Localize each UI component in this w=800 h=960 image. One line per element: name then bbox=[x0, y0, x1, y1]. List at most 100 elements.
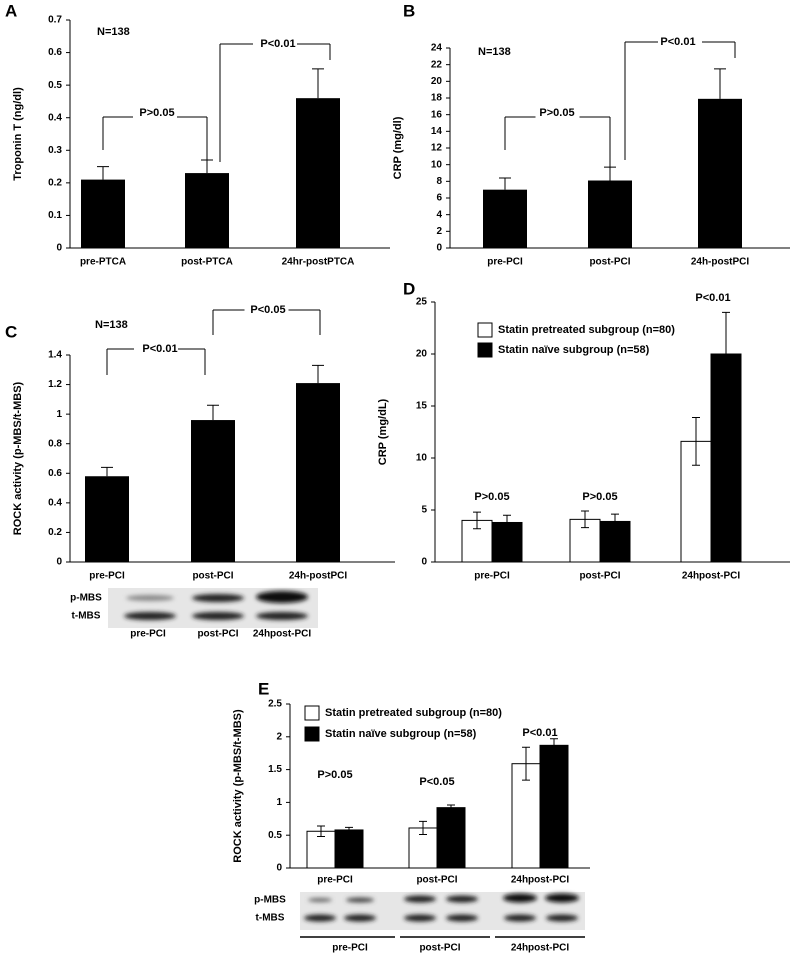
blot-lane-label: 24hpost-PCI bbox=[511, 943, 570, 954]
bar bbox=[511, 763, 541, 869]
y-tick-label: 0.1 bbox=[48, 210, 62, 221]
y-tick-label: 6 bbox=[436, 193, 442, 204]
y-axis-label: CRP (mg/dL) bbox=[377, 398, 389, 465]
error-bar bbox=[97, 166, 109, 180]
bar bbox=[296, 383, 340, 562]
y-tick-label: 0.4 bbox=[48, 497, 62, 508]
y-tick-label: 0.2 bbox=[48, 177, 62, 188]
blot-lane-label: post-PCI bbox=[419, 943, 460, 954]
y-tick-label: 1 bbox=[56, 409, 62, 420]
blot-bands bbox=[304, 893, 579, 922]
bar bbox=[191, 420, 235, 562]
legend-label: Statin naïve subgroup (n=58) bbox=[498, 344, 650, 356]
y-tick-label: 1 bbox=[276, 797, 282, 808]
legend-swatch bbox=[477, 342, 493, 358]
panel-letter: A bbox=[5, 1, 17, 20]
legend-label: Statin pretreated subgroup (n=80) bbox=[498, 324, 675, 336]
annotation: P<0.01 bbox=[260, 38, 295, 50]
y-tick-label: 0.7 bbox=[48, 15, 62, 26]
x-tick-label: pre-PTCA bbox=[80, 257, 126, 268]
annotation: N=138 bbox=[97, 26, 130, 38]
bar bbox=[185, 173, 229, 248]
x-tick-label: post-PCI bbox=[589, 257, 630, 268]
y-tick-label: 18 bbox=[431, 93, 443, 104]
error-bar bbox=[473, 511, 481, 530]
legend-label: Statin pretreated subgroup (n=80) bbox=[325, 707, 502, 719]
bar bbox=[698, 98, 742, 248]
legend-label: Statin naïve subgroup (n=58) bbox=[325, 728, 477, 740]
blot-bands bbox=[124, 591, 308, 620]
y-tick-label: 0.8 bbox=[48, 438, 62, 449]
y-tick-label: 0 bbox=[421, 557, 427, 568]
error-bar bbox=[714, 68, 726, 99]
annotation: P<0.01 bbox=[522, 727, 557, 739]
y-tick-label: 2 bbox=[436, 226, 442, 237]
x-tick-label: 24hpost-PCI bbox=[511, 875, 570, 886]
blot-lane-label: pre-PCI bbox=[130, 629, 166, 640]
error-bar bbox=[503, 514, 511, 531]
y-tick-label: 20 bbox=[416, 349, 428, 360]
bar bbox=[483, 189, 527, 248]
y-axis-label: CRP (mg/dl) bbox=[392, 116, 404, 179]
error-bar bbox=[722, 311, 730, 397]
annotation: P<0.05 bbox=[250, 304, 285, 316]
blot-row-label: p-MBS bbox=[254, 895, 286, 906]
annotation: P<0.01 bbox=[695, 292, 730, 304]
legend-swatch bbox=[304, 726, 320, 742]
annotation: P>0.05 bbox=[139, 107, 174, 119]
x-tick-label: 24hr-postPTCA bbox=[282, 257, 355, 268]
panel-letter: E bbox=[258, 679, 269, 698]
y-tick-label: 0 bbox=[436, 243, 442, 254]
panel-letter: B bbox=[403, 1, 415, 20]
y-tick-label: 10 bbox=[416, 453, 428, 464]
y-tick-label: 14 bbox=[431, 126, 443, 137]
error-bar bbox=[522, 746, 530, 781]
y-tick-label: 1.5 bbox=[268, 764, 282, 775]
y-tick-label: 5 bbox=[421, 505, 427, 516]
y-tick-label: 0.3 bbox=[48, 145, 62, 156]
bar bbox=[539, 744, 569, 869]
x-tick-label: pre-PCI bbox=[474, 571, 510, 582]
error-bar bbox=[201, 159, 213, 174]
y-tick-label: 16 bbox=[431, 109, 443, 120]
y-tick-label: 0.6 bbox=[48, 47, 62, 58]
bar bbox=[408, 827, 438, 869]
y-tick-label: 0.6 bbox=[48, 468, 62, 479]
error-bar bbox=[604, 166, 616, 181]
y-tick-label: 0.5 bbox=[268, 830, 282, 841]
legend-swatch bbox=[304, 705, 320, 721]
y-tick-label: 0 bbox=[276, 863, 282, 874]
error-bar bbox=[447, 804, 455, 811]
y-tick-label: 1.2 bbox=[48, 379, 62, 390]
error-bar bbox=[312, 364, 324, 384]
annotation: P<0.01 bbox=[660, 36, 695, 48]
error-bar bbox=[419, 820, 427, 836]
blot-row-label: t-MBS bbox=[72, 611, 101, 622]
annotation: P<0.05 bbox=[419, 776, 454, 788]
panel-letter: C bbox=[5, 322, 17, 341]
x-tick-label: 24hpost-PCI bbox=[682, 571, 741, 582]
error-bar bbox=[345, 826, 353, 834]
y-tick-label: 20 bbox=[431, 76, 443, 87]
error-bar bbox=[101, 466, 113, 477]
x-tick-label: 24h-postPCI bbox=[691, 257, 750, 268]
blot-background bbox=[300, 892, 585, 930]
annotation: P>0.05 bbox=[539, 107, 574, 119]
x-tick-label: post-PCI bbox=[192, 571, 233, 582]
y-tick-label: 25 bbox=[416, 297, 428, 308]
error-bar bbox=[581, 510, 589, 529]
y-tick-label: 0.4 bbox=[48, 112, 62, 123]
y-tick-label: 2.5 bbox=[268, 699, 282, 710]
error-bar bbox=[317, 825, 325, 838]
bar bbox=[81, 179, 125, 248]
y-tick-label: 15 bbox=[416, 401, 428, 412]
annotation: P>0.05 bbox=[582, 491, 617, 503]
y-axis-label: Troponin T (ng/dl) bbox=[12, 87, 24, 181]
y-tick-label: 1.4 bbox=[48, 350, 62, 361]
y-tick-label: 8 bbox=[436, 176, 442, 187]
blot-lane-label: post-PCI bbox=[197, 629, 238, 640]
y-tick-label: 24 bbox=[431, 43, 443, 54]
y-axis-label: ROCK activity (p-MBS/t-MBS) bbox=[12, 381, 24, 535]
